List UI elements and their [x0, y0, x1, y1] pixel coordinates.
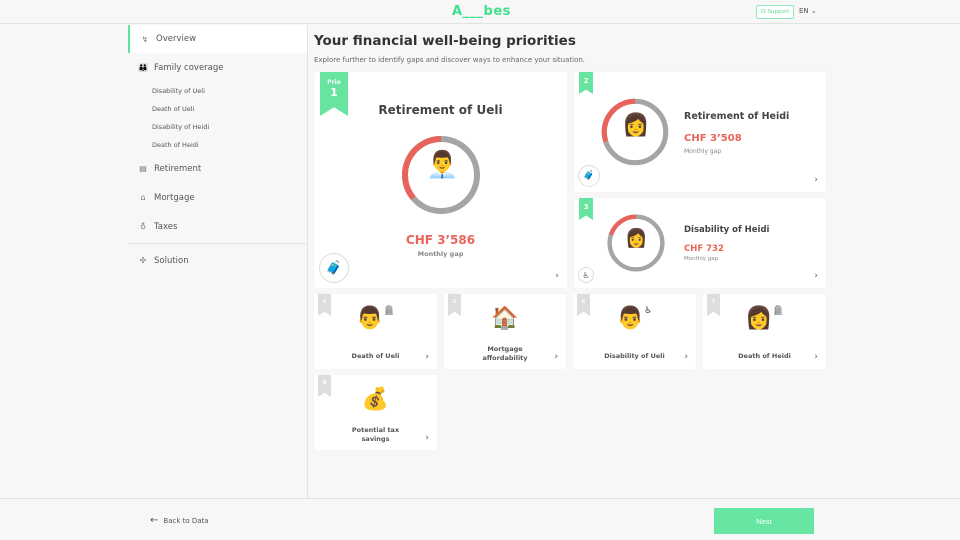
chevron-right-icon: ›: [814, 271, 818, 281]
sidebar-subitem-death-ueli[interactable]: Death of Ueli: [152, 105, 195, 113]
gap-donut: [607, 214, 665, 272]
gap-amount: CHF 3’586: [405, 233, 476, 247]
sidebar-subitem-disability-heidi[interactable]: Disability of Heidi: [152, 123, 210, 131]
rank-ribbon: 2: [579, 72, 593, 94]
family-icon: 👪: [138, 63, 148, 72]
rank-ribbon: 8: [318, 375, 331, 397]
sidebar-subitem-death-heidi[interactable]: Death of Heidi: [152, 141, 199, 149]
footer: ← Back to Data Next: [0, 498, 960, 540]
priority-card-disability-ueli[interactable]: 6 👨♿ Disability of Ueli ›: [573, 294, 696, 369]
card-title: Retirement of Ueli: [378, 103, 503, 117]
gap-label: Monthly gap: [684, 256, 719, 262]
chart-icon: ↯: [141, 34, 149, 44]
gap-donut: [601, 98, 669, 166]
sidebar-item-overview[interactable]: ↯ Overview: [128, 25, 307, 53]
chevron-right-icon: ›: [425, 433, 429, 443]
woman-tombstone-icon: 👩🪦: [745, 306, 784, 331]
chevron-right-icon: ›: [425, 352, 429, 362]
card-label: Death of Heidi: [738, 352, 791, 360]
gap-amount: CHF 3’508: [684, 133, 742, 144]
page-subtitle: Explore further to identify gaps and dis…: [314, 56, 586, 64]
sidebar-item-solution[interactable]: ✣ Solution: [139, 255, 189, 266]
priority-card-mortgage[interactable]: 5 🏠 Mortgage affordability ›: [444, 294, 566, 369]
priority-card-retirement-ueli[interactable]: Prio 1 Retirement of Ueli 👨‍💼 CHF 3’586 M…: [314, 72, 567, 288]
header: A___bes ☊ Support EN ⌄: [0, 0, 960, 24]
chevron-right-icon: ›: [814, 175, 818, 185]
card-title: Retirement of Heidi: [684, 111, 790, 122]
sidebar-item-taxes[interactable]: ♁ Taxes: [128, 212, 307, 241]
gap-label: Monthly gap: [417, 250, 464, 258]
rank-ribbon: 6: [577, 294, 590, 316]
priority-card-tax-savings[interactable]: 8 💰 Potential tax savings ›: [314, 375, 437, 450]
house-money-icon: 🏠: [491, 306, 519, 331]
divider: [128, 243, 307, 244]
sidebar-item-retirement[interactable]: ▤ Retirement: [139, 163, 202, 174]
priority-card-disability-heidi[interactable]: 3 👩 Disability of Heidi CHF 732 Monthly …: [574, 198, 826, 288]
gap-donut: [402, 136, 480, 214]
chevron-right-icon: ›: [555, 271, 559, 281]
woman-avatar-icon: 👩: [625, 228, 648, 249]
chevron-down-icon: ⌄: [810, 7, 817, 15]
support-button[interactable]: ☊ Support: [756, 5, 794, 19]
page-title: Your financial well-being priorities: [314, 33, 576, 49]
arrow-left-icon: ←: [150, 515, 159, 526]
chevron-right-icon: ›: [684, 352, 688, 362]
gap-amount: CHF 732: [684, 244, 724, 254]
language-select[interactable]: EN ⌄: [799, 7, 817, 15]
sidebar: ↯ Overview 👪 Family coverage Disability of…: [128, 25, 308, 499]
woman-avatar-icon: 👩: [622, 113, 650, 138]
money-bag-icon: ♁: [140, 222, 146, 231]
sidebar-subitem-disability-ueli[interactable]: Disability of Ueli: [152, 87, 205, 95]
rank-ribbon: 7: [707, 294, 720, 316]
priority-card-death-heidi[interactable]: 7 👩🪦 Death of Heidi ›: [703, 294, 826, 369]
chevron-right-icon: ›: [554, 352, 558, 362]
headset-icon: ☊: [760, 9, 766, 15]
money-bag-icon: 💰: [361, 387, 390, 412]
card-label: Mortgage affordability: [482, 345, 528, 362]
puzzle-icon: ✣: [139, 256, 147, 265]
donut-gap-arc: [607, 214, 665, 272]
chevron-right-icon: ›: [814, 352, 818, 362]
suitcase-icon: ▤: [139, 164, 147, 173]
back-button[interactable]: ← Back to Data: [150, 515, 209, 526]
card-label: Death of Ueli: [351, 352, 400, 360]
suitcase-icon: 🧳: [578, 165, 600, 187]
rank-ribbon: 4: [318, 294, 331, 316]
man-avatar-icon: 👨‍💼: [426, 150, 459, 180]
house-icon: ⌂: [140, 193, 146, 202]
donut-gap-arc: [601, 98, 669, 166]
priority-card-retirement-heidi[interactable]: 2 👩 Retirement of Heidi CHF 3’508 Monthl…: [574, 72, 826, 192]
rank-ribbon: 5: [448, 294, 461, 316]
sidebar-item-family-coverage[interactable]: 👪 Family coverage: [138, 62, 224, 73]
gap-label: Monthly gap: [684, 148, 722, 155]
donut-gap-arc: [402, 136, 480, 214]
suitcase-icon: 🧳: [319, 253, 349, 283]
card-title: Disability of Heidi: [684, 225, 770, 235]
next-button[interactable]: Next: [714, 508, 814, 534]
logo[interactable]: A___bes: [452, 4, 511, 19]
card-label: Disability of Ueli: [604, 352, 665, 360]
rank-ribbon: 3: [579, 198, 593, 220]
man-tombstone-icon: 👨🪦: [356, 306, 395, 331]
sidebar-item-mortgage[interactable]: ⌂ Mortgage: [128, 183, 307, 212]
card-label: Potential tax savings: [351, 426, 400, 443]
man-wheelchair-icon: 👨♿: [616, 306, 653, 331]
priority-card-death-ueli[interactable]: 4 👨🪦 Death of Ueli ›: [314, 294, 437, 369]
wheelchair-icon: ♿: [578, 267, 594, 283]
